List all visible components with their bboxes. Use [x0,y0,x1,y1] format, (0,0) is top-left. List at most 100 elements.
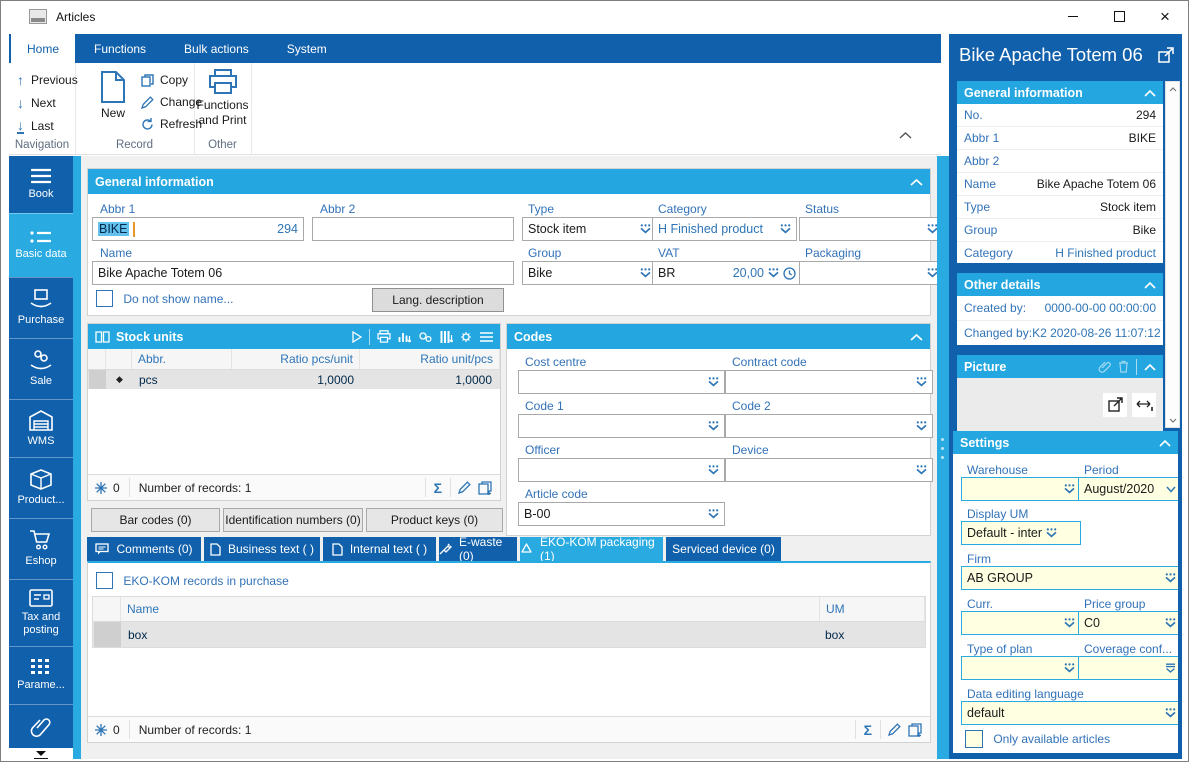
tab-business-text[interactable]: Business text ( ) [204,537,320,561]
scroll-down-icon[interactable] [1166,413,1179,427]
sidebar-item-parameters[interactable]: Parame... [9,646,73,704]
attach-picture-icon[interactable] [1098,360,1111,373]
officer-dropdown[interactable] [518,458,725,482]
device-dropdown[interactable] [725,458,933,482]
sidebar-item-tax-and-posting[interactable]: Tax and posting [9,579,73,646]
tab-comments[interactable]: Comments (0) [87,537,201,561]
minimize-button[interactable] [1050,1,1096,32]
product-keys-button[interactable]: Product keys (0) [366,508,503,532]
code2-dropdown[interactable] [725,414,933,438]
tab-eko-kom-packaging[interactable]: EKO-KOM packaging (1) [520,535,663,563]
print-icon[interactable] [377,330,391,343]
column-ratio-pcs-unit[interactable]: Ratio pcs/unit [232,349,360,369]
clock-icon[interactable] [783,266,796,280]
new-button[interactable]: New [93,71,133,120]
period-dropdown[interactable]: August/2020 [1078,477,1178,501]
article-code-dropdown[interactable]: B-00 [518,502,725,526]
delete-picture-icon[interactable] [1118,360,1129,373]
sum-sigma-icon[interactable]: Σ [433,479,442,496]
preview-scrollbar[interactable] [1165,81,1180,428]
identification-numbers-button[interactable]: Identification numbers (0) [223,508,363,532]
collapse-section-icon[interactable] [1144,281,1156,289]
warehouse-dropdown[interactable] [961,477,1081,501]
name-input[interactable]: Bike Apache Totem 06 [92,261,514,285]
copy-add-icon[interactable] [908,722,923,737]
collapse-section-icon[interactable] [1144,89,1156,97]
filter-asterisk-icon[interactable] [95,481,107,494]
sidebar-item-eshop[interactable]: Eshop [9,518,73,579]
open-external-icon[interactable] [1158,47,1174,63]
type-of-plan-dropdown[interactable] [961,656,1081,680]
copy-add-icon[interactable] [478,480,493,495]
only-available-articles-checkbox[interactable]: Only available articles [965,730,1110,748]
last-button[interactable]: ↓ Last [17,117,54,134]
scroll-up-icon[interactable] [1166,82,1179,96]
stock-units-table-header[interactable]: Abbr. Ratio pcs/unit Ratio unit/pcs [88,349,500,370]
eko-kom-records-checkbox[interactable]: EKO-KOM records in purchase [96,572,289,589]
tab-home[interactable]: Home [11,34,76,63]
play-icon[interactable] [352,330,362,343]
tab-internal-text[interactable]: Internal text ( ) [323,537,436,561]
sidebar-more-button[interactable] [9,748,73,759]
refresh-button[interactable]: Refresh [141,115,202,133]
abbr1-input[interactable]: BIKE 294 [92,217,304,241]
price-group-dropdown[interactable]: C0 [1078,611,1178,635]
filter-asterisk-icon[interactable] [95,723,107,736]
tab-functions[interactable]: Functions [94,41,147,56]
column-name[interactable]: Name [121,597,820,621]
status-dropdown[interactable] [799,217,944,241]
chart-icon[interactable] [398,331,411,343]
stock-units-row[interactable]: ◆ pcs 1,0000 1,0000 [88,370,500,389]
edit-pencil-icon[interactable] [458,481,471,494]
vat-dropdown[interactable]: BR 20,00 [652,261,802,285]
functions-and-print-button[interactable]: Functions and Print [196,69,249,128]
sidebar-item-product[interactable]: Product... [9,457,73,518]
sidebar-item-attachments[interactable] [9,704,73,748]
columns-icon[interactable] [440,330,453,343]
copy-button[interactable]: Copy [141,71,188,89]
tab-bulk-actions[interactable]: Bulk actions [184,41,249,56]
sidebar-item-purchase[interactable]: Purchase [9,277,73,338]
eko-kom-table-header[interactable]: Name UM [93,597,925,622]
contract-code-dropdown[interactable] [725,370,933,394]
sidebar-item-sale[interactable]: Sale [9,338,73,399]
panel-splitter[interactable] [937,156,949,759]
display-um-dropdown[interactable]: Default - inter [961,521,1081,545]
tab-e-waste[interactable]: E-waste (0) [439,535,517,563]
close-button[interactable]: × [1160,6,1170,26]
data-editing-language-dropdown[interactable]: default [961,701,1178,725]
sidebar-item-wms[interactable]: WMS [9,399,73,457]
collapse-section-icon[interactable] [910,178,923,186]
maximize-button[interactable] [1096,1,1142,32]
packaging-dropdown[interactable] [799,261,944,285]
bar-codes-button[interactable]: Bar codes (0) [91,508,220,532]
settings-gear-icon[interactable] [460,331,473,343]
currency-dropdown[interactable] [961,611,1081,635]
lang-description-button[interactable]: Lang. description [372,288,504,312]
column-abbr[interactable]: Abbr. [132,349,232,369]
abbr2-input[interactable] [312,217,514,241]
tab-system[interactable]: System [286,41,327,56]
sidebar-item-book[interactable]: Book [9,156,73,213]
edit-pencil-icon[interactable] [888,723,901,736]
firm-dropdown[interactable]: AB GROUP [961,566,1178,590]
do-not-show-name-checkbox[interactable]: Do not show name... [96,290,233,307]
next-button[interactable]: ↓ Next [17,95,56,111]
sidebar-item-basic-data[interactable]: Basic data [9,213,73,277]
sum-sigma-icon[interactable]: Σ [863,721,872,738]
coverage-dropdown[interactable] [1078,656,1178,680]
previous-button[interactable]: ↑ Previous [17,72,78,88]
type-dropdown[interactable]: Stock item [522,217,657,241]
collapse-ribbon-button[interactable] [899,131,912,139]
code1-dropdown[interactable] [518,414,725,438]
column-ratio-unit-pcs[interactable]: Ratio unit/pcs [360,349,500,369]
change-button[interactable]: Change [141,93,202,111]
collapse-section-icon[interactable] [1159,439,1171,447]
eko-kom-row[interactable]: box box [93,622,925,647]
tab-serviced-device[interactable]: Serviced device (0) [666,537,781,561]
cost-centre-dropdown[interactable] [518,370,725,394]
collapse-section-icon[interactable] [910,333,923,341]
gears-icon[interactable] [418,331,433,343]
fit-width-icon[interactable] [1132,392,1156,417]
menu-icon[interactable] [480,331,493,342]
